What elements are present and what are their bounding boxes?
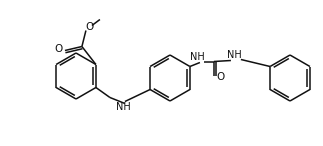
Text: O: O [86, 22, 94, 33]
Text: NH: NH [190, 53, 204, 62]
Text: NH: NH [226, 49, 241, 60]
Text: NH: NH [116, 102, 130, 113]
Text: O: O [55, 45, 63, 54]
Text: O: O [217, 73, 225, 82]
